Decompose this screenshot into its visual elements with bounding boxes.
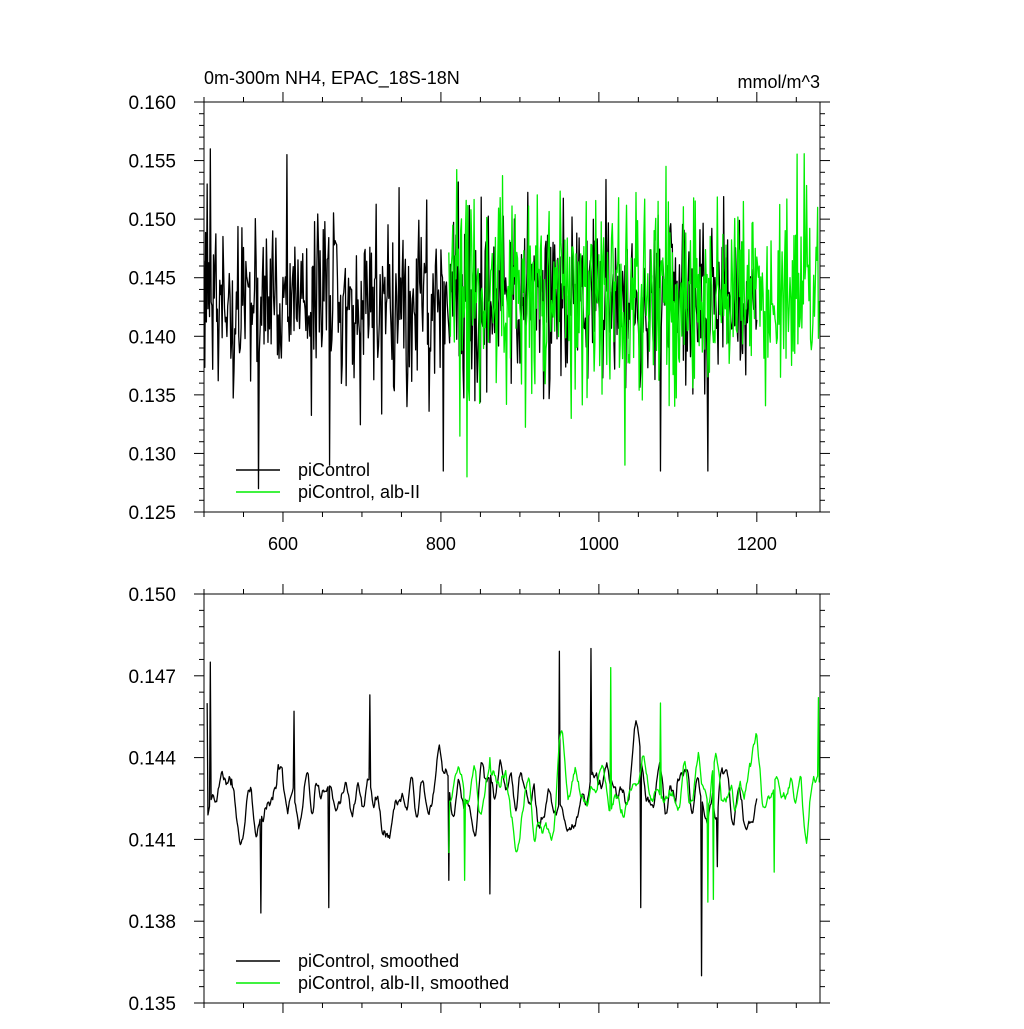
bottom-axes-layer: 0.135 0.138 0.141 0.144 0.147 0.150 <box>128 584 830 1015</box>
y-tick-label: 0.150 <box>128 210 176 231</box>
series-line-1 <box>206 647 758 977</box>
chart-title: 0m-300m NH4, EPAC_18S-18N <box>204 68 460 89</box>
y-tick-label: 0.125 <box>128 503 176 524</box>
series-line-2 <box>448 153 820 478</box>
y-tick-label: 0.160 <box>128 93 176 114</box>
x-tick-label: 600 <box>268 534 298 554</box>
y-tick-label: 0.130 <box>128 444 176 465</box>
y-tick-label: 0.155 <box>128 152 176 173</box>
plot-frame <box>203 101 821 513</box>
y-tick-label: 0.150 <box>128 585 176 606</box>
legend-label: piControl <box>298 460 370 480</box>
series-line-2 <box>448 666 820 903</box>
y-tick-label: 0.145 <box>128 269 176 290</box>
top-axes-layer: 600 800 1000 1200 0.125 0.130 0.135 0.140 0.145 0… <box>128 92 830 554</box>
legend-label: piControl, smoothed <box>298 951 459 971</box>
units-label: mmol/m^3 <box>738 72 820 92</box>
y-tick-label: 0.140 <box>128 327 176 348</box>
y-tick-label: 0.144 <box>128 749 176 770</box>
y-tick-label: 0.147 <box>128 667 176 688</box>
plot-frame <box>203 593 821 1004</box>
y-tick-label: 0.141 <box>128 830 176 851</box>
x-tick-label: 800 <box>426 534 456 554</box>
y-tick-label: 0.135 <box>128 386 176 407</box>
y-tick-label: 0.138 <box>128 912 176 933</box>
panel-bottom-plot: 0.135 0.138 0.141 0.144 0.147 0.150 piControl… <box>128 584 830 1015</box>
bottom-series-layer <box>206 647 820 977</box>
top-series-layer <box>204 148 820 490</box>
panel-top-plot: 0m-300m NH4, EPAC_18S-18N mmol/m^3 600 80… <box>128 68 830 554</box>
legend-label: piControl, alb-II, smoothed <box>298 973 509 993</box>
x-tick-label: 1000 <box>579 534 619 554</box>
x-tick-label: 1200 <box>737 534 777 554</box>
y-tick-label: 0.135 <box>128 994 176 1015</box>
legend-label: piControl, alb-II <box>298 482 420 502</box>
